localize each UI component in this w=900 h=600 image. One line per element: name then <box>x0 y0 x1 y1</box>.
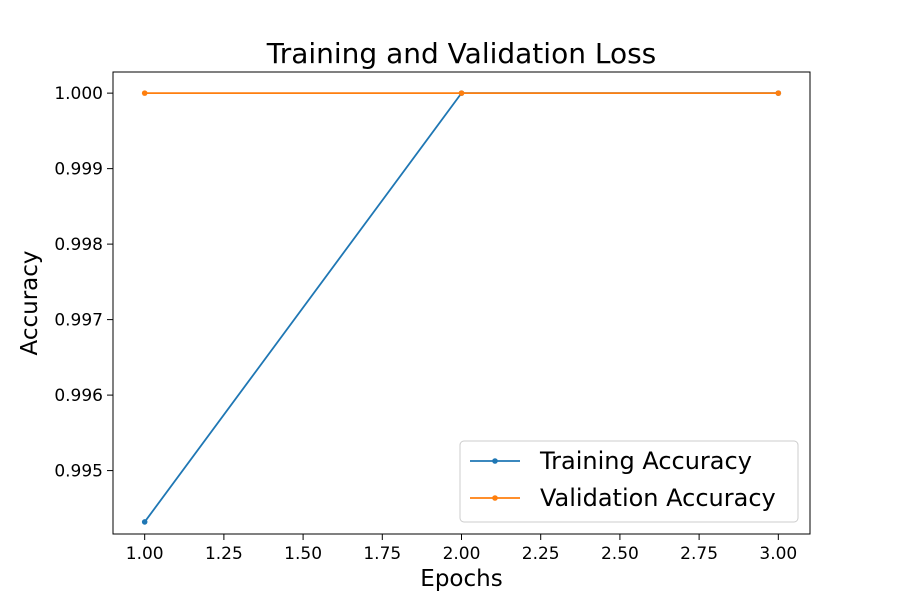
x-tick-label: 2.50 <box>601 544 639 564</box>
x-tick-label: 2.25 <box>522 544 560 564</box>
legend-marker <box>492 495 498 501</box>
legend-marker <box>492 458 498 464</box>
x-tick-label: 1.25 <box>205 544 243 564</box>
y-axis-ticks: 0.995 0.996 0.997 0.998 0.999 1.000 <box>54 84 113 482</box>
y-tick-label: 0.997 <box>54 311 103 331</box>
legend-label: Validation Accuracy <box>540 484 776 512</box>
x-tick-label: 3.00 <box>759 544 797 564</box>
x-tick-label: 2.00 <box>443 544 481 564</box>
data-point <box>775 90 782 96</box>
x-tick-label: 1.75 <box>363 544 401 564</box>
legend-box <box>459 440 799 523</box>
x-tick-label: 1.50 <box>284 544 322 564</box>
x-axis-ticks: 1.00 1.25 1.50 1.75 2.00 2.25 2.50 2.75 3.00 <box>126 534 797 564</box>
chart-title: Training and Validation Loss <box>266 37 657 70</box>
y-tick-label: 1.000 <box>54 84 103 104</box>
y-axis-label: Accuracy <box>17 250 43 355</box>
legend: Training Accuracy Validation Accuracy <box>459 440 799 523</box>
data-point <box>458 90 465 96</box>
y-tick-label: 0.999 <box>54 160 103 180</box>
plot-area-frame <box>112 71 811 535</box>
data-point <box>141 90 148 96</box>
x-tick-label: 2.75 <box>680 544 718 564</box>
legend-label: Training Accuracy <box>539 447 752 475</box>
series-layer <box>141 90 782 525</box>
x-tick-label: 1.00 <box>126 544 164 564</box>
y-tick-label: 0.996 <box>54 386 103 406</box>
data-point <box>141 519 148 525</box>
y-tick-label: 0.995 <box>54 462 103 482</box>
y-tick-label: 0.998 <box>54 235 103 255</box>
x-axis-label: Epochs <box>420 566 502 592</box>
